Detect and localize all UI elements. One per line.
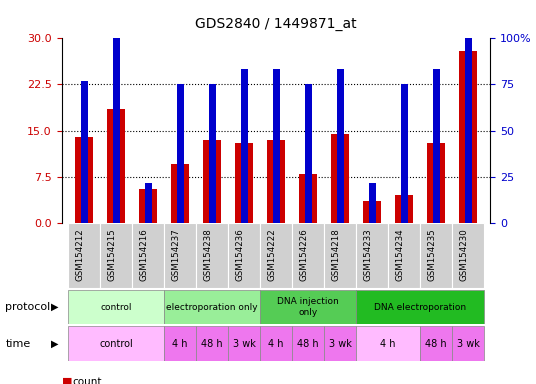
Text: 48 h: 48 h — [297, 339, 319, 349]
Text: 3 wk: 3 wk — [329, 339, 352, 349]
Bar — [459, 51, 477, 223]
Bar — [331, 134, 349, 223]
Bar — [465, 0, 472, 223]
Text: DNA injection
only: DNA injection only — [277, 298, 339, 317]
Text: time: time — [5, 339, 31, 349]
Bar — [68, 290, 164, 324]
Text: GSM154234: GSM154234 — [395, 228, 404, 281]
Text: control: control — [100, 303, 132, 312]
Text: GSM154235: GSM154235 — [427, 228, 436, 281]
Bar — [107, 109, 125, 223]
Bar — [420, 223, 452, 288]
Text: GSM154237: GSM154237 — [171, 228, 180, 281]
Bar — [260, 290, 356, 324]
Text: 3 wk: 3 wk — [233, 339, 256, 349]
Bar — [337, 69, 344, 223]
Bar — [139, 189, 157, 223]
Text: ▶: ▶ — [51, 339, 58, 349]
Bar — [100, 223, 132, 288]
Text: electroporation only: electroporation only — [166, 303, 258, 312]
Bar — [260, 223, 292, 288]
Text: GSM154212: GSM154212 — [75, 228, 84, 281]
Bar — [420, 326, 452, 361]
Bar — [395, 195, 413, 223]
Text: GSM154226: GSM154226 — [299, 228, 308, 281]
Bar — [388, 223, 420, 288]
Bar — [369, 183, 376, 223]
Bar — [260, 326, 292, 361]
Bar — [363, 201, 381, 223]
Bar — [145, 183, 152, 223]
Text: protocol: protocol — [5, 302, 50, 312]
Bar — [356, 326, 420, 361]
Bar — [304, 84, 311, 223]
Bar — [228, 223, 260, 288]
Text: GSM154215: GSM154215 — [107, 228, 116, 281]
Bar — [241, 69, 248, 223]
Bar — [433, 69, 440, 223]
Bar — [68, 223, 100, 288]
Text: 4 h: 4 h — [380, 339, 396, 349]
Text: GSM154233: GSM154233 — [363, 228, 372, 281]
Bar — [75, 137, 93, 223]
Bar — [196, 223, 228, 288]
Text: 4 h: 4 h — [269, 339, 284, 349]
Bar — [292, 326, 324, 361]
Text: ■: ■ — [62, 377, 72, 384]
Bar — [427, 143, 445, 223]
Bar — [113, 32, 120, 223]
Bar — [356, 223, 388, 288]
Text: DNA electroporation: DNA electroporation — [374, 303, 466, 312]
Bar — [324, 326, 356, 361]
Text: GSM154236: GSM154236 — [235, 228, 244, 281]
Bar — [164, 290, 260, 324]
Bar — [272, 69, 280, 223]
Bar — [196, 326, 228, 361]
Text: GSM154238: GSM154238 — [203, 228, 212, 281]
Bar — [228, 326, 260, 361]
Text: GDS2840 / 1449871_at: GDS2840 / 1449871_at — [195, 17, 357, 31]
Bar — [400, 84, 407, 223]
Bar — [171, 164, 189, 223]
Bar — [80, 81, 87, 223]
Bar — [164, 326, 196, 361]
Text: 3 wk: 3 wk — [457, 339, 480, 349]
Bar — [203, 140, 221, 223]
Bar — [176, 84, 183, 223]
Text: control: control — [99, 339, 133, 349]
Text: GSM154230: GSM154230 — [459, 228, 468, 281]
Text: ▶: ▶ — [51, 302, 58, 312]
Bar — [209, 84, 215, 223]
Bar — [452, 326, 484, 361]
Bar — [292, 223, 324, 288]
Bar — [452, 223, 484, 288]
Text: GSM154218: GSM154218 — [331, 228, 340, 281]
Text: 4 h: 4 h — [172, 339, 188, 349]
Text: GSM154216: GSM154216 — [139, 228, 148, 281]
Bar — [299, 174, 317, 223]
Text: GSM154222: GSM154222 — [267, 228, 276, 281]
Bar — [68, 326, 164, 361]
Text: count: count — [72, 377, 102, 384]
Text: 48 h: 48 h — [201, 339, 223, 349]
Bar — [267, 140, 285, 223]
Bar — [164, 223, 196, 288]
Bar — [132, 223, 164, 288]
Bar — [235, 143, 253, 223]
Bar — [324, 223, 356, 288]
Bar — [356, 290, 484, 324]
Text: 48 h: 48 h — [425, 339, 447, 349]
